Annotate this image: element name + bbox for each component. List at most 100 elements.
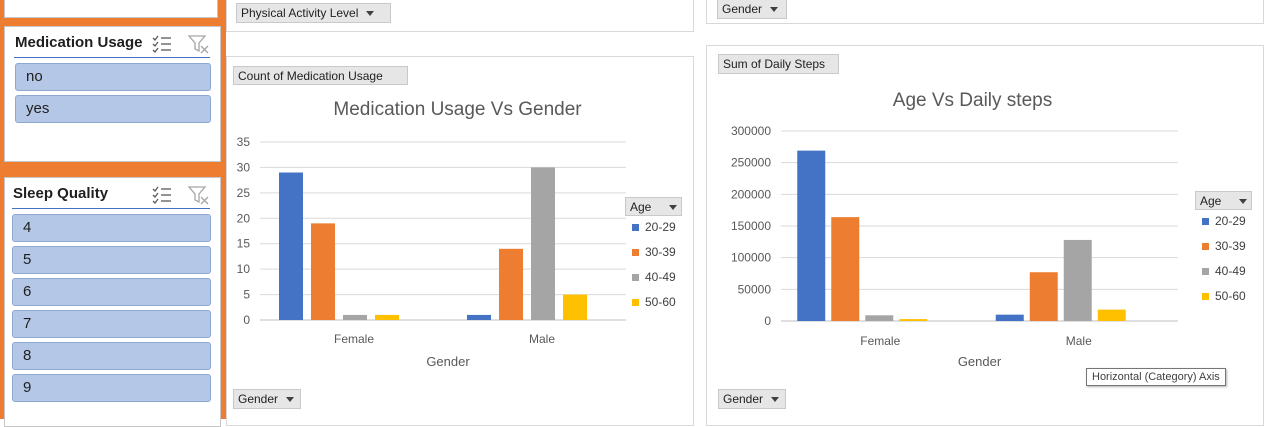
legend-label: 30-39: [1215, 239, 1246, 253]
legend-label: 50-60: [645, 295, 676, 309]
y-tick-label: 100000: [731, 251, 771, 265]
physical-activity-field-button[interactable]: Physical Activity Level: [236, 3, 391, 23]
bar-male-30-39[interactable]: [499, 248, 523, 320]
axis-tooltip: Horizontal (Category) Axis: [1086, 368, 1226, 386]
y-tick-label: 150000: [731, 219, 771, 233]
medication-bar-chart: 0 5 10 15 20 25 30 35 Female Male Gender: [237, 135, 626, 369]
x-tick-label: Male: [1066, 334, 1092, 348]
slicer-item-4[interactable]: 4: [12, 214, 211, 242]
legend-label: 50-60: [1215, 289, 1246, 303]
truncated-slicer: [4, 0, 218, 18]
bar-female-50-60[interactable]: [375, 314, 399, 320]
legend-swatch: [632, 299, 639, 307]
slicer-header-underline: [12, 208, 210, 209]
legend-label: 30-39: [645, 245, 676, 259]
legend-item-30-39[interactable]: 30-39: [1202, 239, 1246, 253]
slicer-item-5[interactable]: 5: [12, 246, 211, 274]
legend-label: 20-29: [1215, 214, 1246, 228]
multi-select-icon[interactable]: [151, 185, 173, 205]
bar-male-40-49[interactable]: [1063, 239, 1092, 321]
bar-male-50-60[interactable]: [1097, 309, 1126, 321]
bar-male-20-29[interactable]: [467, 314, 491, 320]
legend-swatch: [1202, 243, 1209, 251]
top-right-chart-frame: Gender: [706, 0, 1264, 24]
legend-label: 40-49: [645, 270, 676, 284]
sleep-quality-slicer: Sleep Quality 4 5 6 7 8 9: [4, 177, 221, 427]
y-tick-label: 35: [237, 135, 251, 149]
slicer-item-8[interactable]: 8: [12, 342, 211, 370]
x-axis-title: Gender: [958, 354, 1002, 369]
bar-female-40-49[interactable]: [343, 314, 367, 320]
bar-male-30-39[interactable]: [1029, 272, 1058, 321]
sum-daily-steps-field-button[interactable]: Sum of Daily Steps: [718, 54, 839, 74]
chart-title: Age Vs Daily steps: [892, 90, 1053, 111]
bar-female-50-60[interactable]: [899, 319, 928, 321]
field-button-label: Sum of Daily Steps: [723, 57, 826, 71]
y-tick-label: 25: [237, 186, 251, 200]
legend-item-30-39[interactable]: 30-39: [632, 245, 676, 259]
y-tick-label: 300000: [731, 124, 771, 138]
dropdown-arrow-icon: [1239, 199, 1248, 205]
y-tick-label: 15: [237, 237, 251, 251]
field-button-label: Physical Activity Level: [241, 6, 359, 20]
bar-female-40-49[interactable]: [865, 315, 894, 321]
legend-item-50-60[interactable]: 50-60: [632, 295, 676, 309]
slicer-item-9[interactable]: 9: [12, 374, 211, 402]
legend-item-20-29[interactable]: 20-29: [632, 220, 676, 234]
field-button-label: Gender: [722, 2, 763, 16]
multi-select-icon[interactable]: [151, 34, 173, 54]
dropdown-arrow-icon: [771, 397, 780, 403]
slicer-title: Sleep Quality: [13, 185, 109, 202]
bar-female-20-29[interactable]: [797, 150, 826, 321]
dropdown-arrow-icon: [669, 205, 678, 211]
legend-swatch: [632, 224, 639, 232]
y-tick-label: 250000: [731, 156, 771, 170]
bar-male-20-29[interactable]: [995, 314, 1024, 321]
legend-item-20-29[interactable]: 20-29: [1202, 214, 1246, 228]
dropdown-arrow-icon: [286, 397, 295, 403]
bar-male-50-60[interactable]: [563, 294, 587, 320]
dropdown-arrow-icon: [366, 11, 375, 17]
medication-chart-frame: [226, 56, 694, 426]
bar-female-30-39[interactable]: [831, 217, 860, 321]
x-tick-label: Female: [860, 334, 900, 348]
dropdown-arrow-icon: [770, 7, 779, 13]
age-legend-button[interactable]: Age: [625, 197, 682, 216]
slicer-item-7[interactable]: 7: [12, 310, 211, 338]
legend-item-40-49[interactable]: 40-49: [632, 270, 676, 284]
daily-steps-bar-chart: 0 50000 100000 150000 200000 250000 300000 Fema…: [731, 124, 1178, 369]
legend-label: 40-49: [1215, 264, 1246, 278]
count-medication-field-button[interactable]: Count of Medication Usage: [233, 66, 408, 85]
slicer-item-no[interactable]: no: [15, 63, 211, 91]
bar-female-30-39[interactable]: [311, 223, 335, 320]
bar-male-40-49[interactable]: [531, 167, 555, 320]
slicer-item-yes[interactable]: yes: [15, 95, 211, 123]
clear-filter-icon[interactable]: [187, 34, 209, 54]
bar-female-20-29[interactable]: [279, 172, 303, 320]
y-tick-label: 0: [764, 314, 771, 328]
y-tick-label: 10: [237, 262, 251, 276]
medication-usage-slicer: Medication Usage no yes: [4, 26, 221, 162]
clear-filter-icon[interactable]: [187, 185, 209, 205]
slicer-item-6[interactable]: 6: [12, 278, 211, 306]
legend-label: 20-29: [645, 220, 676, 234]
slicer-title: Medication Usage: [15, 34, 143, 51]
gender-field-button-top[interactable]: Gender: [717, 0, 787, 19]
slicer-header-underline: [14, 57, 210, 58]
y-tick-label: 30: [237, 160, 251, 174]
legend-swatch: [1202, 268, 1209, 276]
legend-swatch: [632, 249, 639, 257]
gender-axis-field-button[interactable]: Gender: [718, 389, 786, 409]
y-tick-label: 50000: [738, 282, 772, 296]
legend-item-40-49[interactable]: 40-49: [1202, 264, 1246, 278]
field-button-label: Age: [630, 200, 652, 214]
age-legend-button[interactable]: Age: [1195, 191, 1252, 210]
gender-axis-field-button[interactable]: Gender: [233, 389, 301, 409]
top-left-chart-frame: Physical Activity Level: [226, 0, 694, 32]
x-axis-title: Gender: [426, 354, 470, 369]
legend-item-50-60[interactable]: 50-60: [1202, 289, 1246, 303]
y-tick-label: 0: [243, 313, 250, 327]
legend-swatch: [632, 274, 639, 282]
field-button-label: Age: [1200, 194, 1222, 208]
y-tick-label: 200000: [731, 187, 771, 201]
